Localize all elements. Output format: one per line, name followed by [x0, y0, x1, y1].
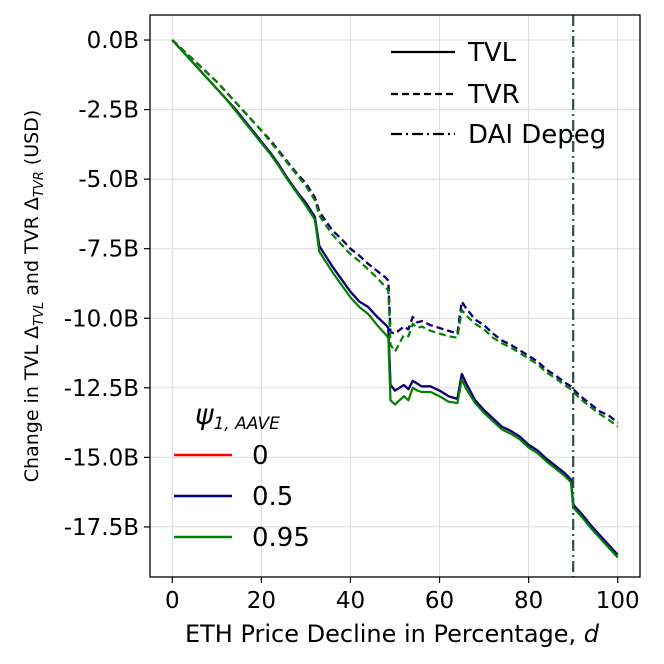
- x-tick-label: 0: [165, 588, 180, 614]
- x-ticks: 0 20 40 60 80 100: [165, 577, 640, 614]
- style-legend: TVL TVR DAI Depeg: [391, 38, 606, 150]
- x-axis-label: ETH Price Decline in Percentage, d: [185, 620, 600, 648]
- y-axis-label: Change in TVL ΔTVL and TVR ΔTVR (USD): [21, 110, 47, 482]
- series-line-tvl-psi-095: [171, 39, 619, 559]
- legend-tvr-label: TVR: [467, 80, 520, 110]
- y-tick-label: -12.5B: [64, 376, 139, 402]
- legend-psi-0-label: 0: [252, 441, 269, 471]
- x-tick-label: 40: [336, 588, 365, 614]
- series-line-tvr-psi-095: [171, 39, 619, 428]
- legend-depeg-label: DAI Depeg: [468, 120, 606, 150]
- legend-psi-095-label: 0.95: [252, 523, 310, 553]
- legend-tvl-label: TVL: [467, 38, 517, 68]
- y-tick-label: 0.0B: [87, 28, 139, 54]
- y-tick-label: -17.5B: [64, 515, 139, 541]
- x-tick-label: 60: [425, 588, 454, 614]
- y-ticks: 0.0B -2.5B -5.0B -7.5B -10.0B -12.5B -15.0B -17…: [64, 28, 150, 541]
- x-tick-label: 20: [247, 588, 276, 614]
- x-tick-label: 100: [596, 588, 640, 614]
- series-group: [171, 39, 619, 559]
- y-tick-label: -2.5B: [78, 98, 139, 124]
- psi-legend: ψ1, AAVE 0 0.5 0.95: [174, 398, 310, 553]
- series-line-tvr-psi-05: [171, 39, 619, 424]
- y-tick-label: -5.0B: [78, 167, 139, 193]
- psi-legend-title: ψ1, AAVE: [195, 398, 280, 434]
- y-tick-label: -7.5B: [78, 237, 139, 263]
- plot-frame: [149, 14, 641, 578]
- x-tick-label: 80: [514, 588, 543, 614]
- legend-psi-05-label: 0.5: [252, 482, 293, 512]
- y-tick-label: -10.0B: [64, 306, 139, 332]
- y-tick-label: -15.0B: [64, 445, 139, 471]
